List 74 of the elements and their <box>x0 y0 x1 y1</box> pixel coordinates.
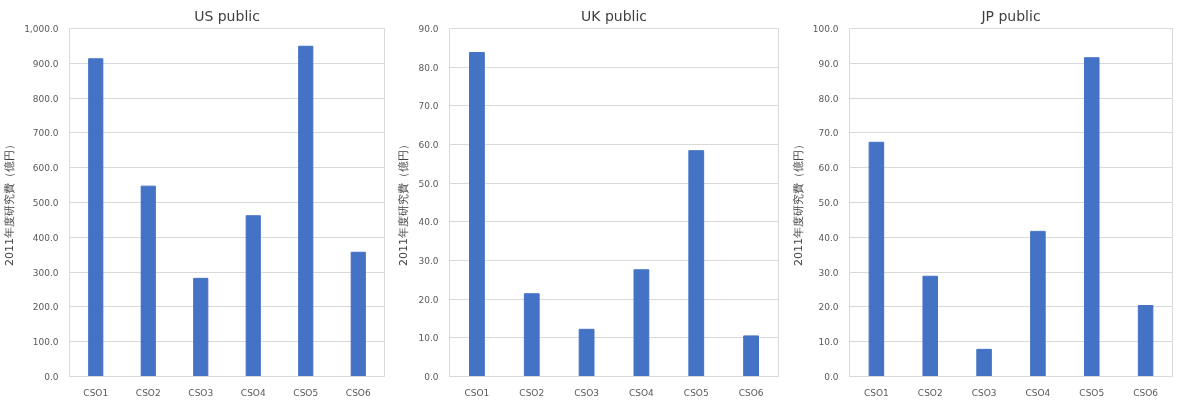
bar <box>140 185 156 377</box>
y-tick-label: 70.0 <box>418 101 439 112</box>
x-tick-label: CSO4 <box>1025 387 1051 398</box>
y-tick-label: 90.0 <box>418 24 439 34</box>
bar <box>688 150 705 377</box>
bar <box>868 141 885 377</box>
y-tick-label: 60.0 <box>818 163 839 174</box>
y-tick-label: 30.0 <box>818 267 839 278</box>
bar <box>1030 230 1046 377</box>
x-tick-label: CSO1 <box>864 387 889 398</box>
y-tick-label: 400.0 <box>32 232 59 243</box>
y-tick-label: 90.0 <box>818 58 839 69</box>
x-tick-label: CSO2 <box>135 387 161 398</box>
y-tick-label: 80.0 <box>818 93 839 104</box>
y-tick-label: 100.0 <box>812 24 839 34</box>
y-tick-label: 30.0 <box>418 256 439 266</box>
y-tick-label: 50.0 <box>418 178 439 189</box>
y-tick-label: 700.0 <box>32 128 59 139</box>
y-tick-label: 0.0 <box>824 372 839 382</box>
y-tick-label: 40.0 <box>418 217 439 228</box>
chart-title: US public <box>194 7 260 24</box>
x-tick-label: CSO5 <box>683 387 709 398</box>
bar <box>976 348 992 377</box>
chart-title: UK public <box>581 7 648 24</box>
bar <box>298 45 314 377</box>
bar <box>88 58 104 377</box>
x-tick-label: CSO3 <box>574 387 599 398</box>
y-tick-label: 500.0 <box>32 198 59 208</box>
y-tick-label: 60.0 <box>418 140 439 150</box>
x-tick-label: CSO5 <box>1079 387 1105 398</box>
y-tick-label: 80.0 <box>418 62 439 73</box>
x-tick-label: CSO5 <box>293 387 319 398</box>
x-tick-label: CSO3 <box>971 387 997 398</box>
y-tick-label: 0.0 <box>424 372 439 382</box>
x-tick-label: CSO3 <box>188 387 214 398</box>
x-tick-label: CSO6 <box>345 387 371 398</box>
y-tick-label: 70.0 <box>818 128 839 139</box>
bar <box>922 275 939 377</box>
y-axis-title: 2011年度研究費（億円） <box>397 139 411 266</box>
y-tick-label: 50.0 <box>818 198 839 208</box>
y-tick-label: 100.0 <box>32 337 59 348</box>
y-tick-label: 300.0 <box>32 267 59 278</box>
bar <box>1083 57 1100 377</box>
x-tick-label: CSO2 <box>917 387 943 398</box>
y-tick-label: 0.0 <box>44 372 59 382</box>
x-tick-label: CSO6 <box>738 387 764 398</box>
bar <box>743 335 759 377</box>
y-tick-label: 40.0 <box>818 232 839 243</box>
bar <box>245 215 261 377</box>
y-tick-label: 600.0 <box>32 163 59 174</box>
y-tick-label: 200.0 <box>32 302 59 313</box>
y-tick-label: 800.0 <box>32 93 59 104</box>
chart-title: JP public <box>980 7 1041 24</box>
bar <box>350 251 366 377</box>
x-tick-label: CSO2 <box>519 387 545 398</box>
bar <box>193 277 209 377</box>
x-tick-label: CSO4 <box>240 387 266 398</box>
x-tick-label: CSO4 <box>629 387 655 398</box>
y-tick-label: 10.0 <box>818 337 839 348</box>
y-axis-title: 2011年度研究費（億円） <box>3 139 17 266</box>
bar <box>578 328 595 377</box>
y-tick-label: 1,000.0 <box>24 24 59 34</box>
x-tick-label: CSO1 <box>83 387 109 398</box>
x-tick-label: CSO1 <box>464 387 490 398</box>
bar <box>1137 305 1154 377</box>
bar <box>469 51 485 377</box>
y-tick-label: 900.0 <box>32 58 59 69</box>
y-tick-label: 20.0 <box>418 294 439 305</box>
y-axis-title: 2011年度研究費（億円） <box>791 139 805 266</box>
bar <box>633 269 650 377</box>
y-tick-label: 20.0 <box>818 302 839 313</box>
bar <box>523 293 540 377</box>
x-tick-label: CSO6 <box>1133 387 1159 398</box>
y-tick-label: 10.0 <box>418 333 439 344</box>
